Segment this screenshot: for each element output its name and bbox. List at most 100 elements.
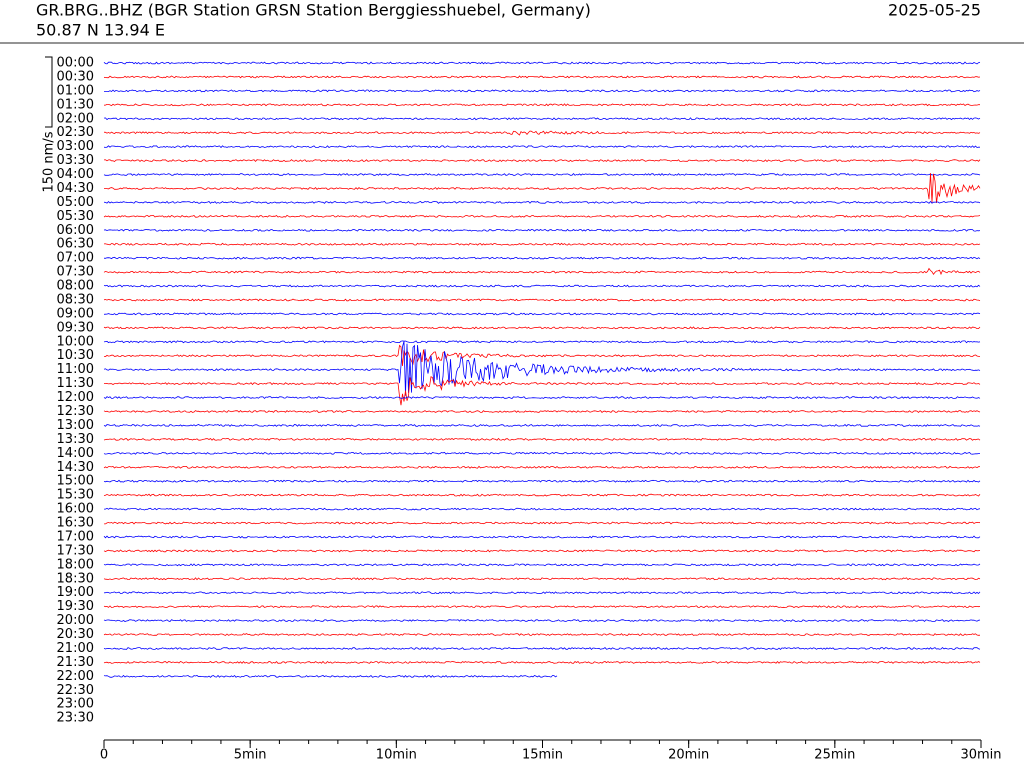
trace [103, 493, 981, 497]
trace [104, 507, 981, 511]
row-label: 10:00 [57, 334, 94, 349]
row-label: 05:00 [57, 195, 94, 210]
row-label: 15:00 [57, 474, 94, 489]
row-label: 20:30 [57, 627, 94, 642]
trace [103, 159, 981, 163]
row-label: 22:00 [57, 669, 94, 684]
row-label: 05:30 [57, 209, 94, 224]
row-label: 23:30 [57, 711, 94, 726]
row-label: 09:30 [57, 320, 94, 335]
row-label: 18:00 [57, 557, 94, 572]
trace [103, 465, 981, 469]
trace [103, 326, 981, 330]
row-label: 07:00 [57, 251, 94, 266]
row-label: 02:00 [57, 111, 94, 126]
trace [103, 535, 981, 539]
x-tick-label: 15min [522, 748, 563, 763]
trace [103, 173, 981, 176]
chart-title: GR.BRG..BHZ (BGR Station GRSN Station Be… [36, 1, 591, 20]
trace [103, 605, 981, 609]
row-label: 23:00 [57, 697, 94, 712]
row-label: 22:30 [57, 683, 94, 698]
trace [103, 633, 981, 636]
row-label: 04:00 [57, 167, 94, 182]
row-label: 19:00 [57, 585, 94, 600]
x-tick-label: 25min [814, 748, 855, 763]
row-label: 15:30 [57, 488, 94, 503]
row-label: 18:30 [57, 571, 94, 586]
row-label: 00:00 [57, 56, 94, 71]
row-label: 02:30 [57, 125, 94, 140]
trace [103, 312, 981, 316]
x-tick-label: 20min [668, 748, 709, 763]
row-label: 06:00 [57, 223, 94, 238]
row-label: 20:00 [57, 613, 94, 628]
trace [103, 344, 981, 367]
trace [103, 563, 981, 567]
trace [103, 591, 981, 595]
trace [104, 89, 981, 93]
trace [104, 173, 981, 204]
scale-label: 150 nm/s [42, 131, 57, 192]
row-label: 12:30 [57, 404, 94, 419]
trace [103, 298, 981, 302]
row-label: 21:30 [57, 655, 94, 670]
trace [103, 437, 981, 441]
x-tick-label: 0 [100, 748, 108, 763]
scale-bar [45, 56, 53, 128]
trace [103, 145, 980, 149]
row-label: 21:00 [57, 641, 94, 656]
trace [103, 61, 981, 65]
row-label: 12:00 [57, 390, 94, 405]
trace [103, 130, 981, 136]
row-label: 14:30 [57, 460, 94, 475]
trace [103, 267, 981, 276]
row-label: 19:30 [57, 599, 94, 614]
row-label: 13:00 [57, 418, 94, 433]
trace [103, 660, 981, 664]
row-label: 17:30 [57, 543, 94, 558]
x-tick-label: 5min [234, 748, 267, 763]
row-label: 08:30 [57, 292, 94, 307]
trace [103, 256, 981, 260]
trace [103, 242, 981, 246]
row-label: 17:00 [57, 529, 94, 544]
trace [103, 451, 981, 455]
row-label: 01:30 [57, 97, 94, 112]
trace [103, 410, 981, 413]
row-label: 01:00 [57, 83, 94, 98]
trace [103, 376, 981, 406]
trace [103, 117, 981, 121]
row-label: 14:00 [57, 446, 94, 461]
row-label: 16:30 [57, 516, 94, 531]
row-label: 09:00 [57, 306, 94, 321]
trace [103, 75, 981, 79]
row-label: 04:30 [57, 181, 94, 196]
trace [103, 577, 981, 581]
trace [103, 424, 981, 427]
chart-coords: 50.87 N 13.94 E [36, 21, 165, 40]
trace [103, 549, 981, 553]
row-label: 07:30 [57, 265, 94, 280]
trace [103, 200, 981, 204]
row-label: 08:00 [57, 279, 94, 294]
trace [103, 340, 981, 344]
trace [103, 214, 981, 218]
trace [104, 521, 981, 525]
row-label: 13:30 [57, 432, 94, 447]
trace [103, 228, 981, 232]
trace [103, 284, 981, 288]
trace [103, 619, 981, 622]
row-label: 16:00 [57, 502, 94, 517]
row-label: 06:30 [57, 237, 94, 252]
trace [103, 479, 981, 483]
row-label: 10:30 [57, 348, 94, 363]
row-label: 03:30 [57, 153, 94, 168]
row-label: 00:30 [57, 69, 94, 84]
x-tick-label: 10min [376, 748, 417, 763]
chart-date: 2025-05-25 [888, 1, 981, 20]
trace [103, 647, 981, 650]
trace [103, 396, 981, 400]
